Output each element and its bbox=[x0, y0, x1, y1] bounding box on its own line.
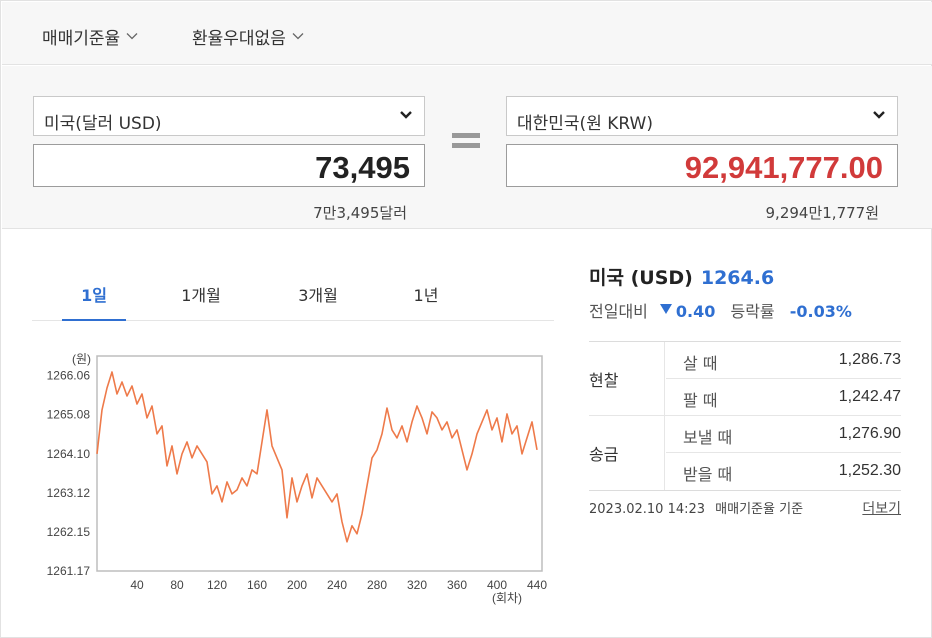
tab-1-year[interactable]: 1년 bbox=[413, 286, 439, 305]
rate-footer: 2023.02.10 14:23 매매기준율 기준 더보기 bbox=[589, 498, 901, 517]
from-amount-input[interactable]: 73,495 bbox=[33, 144, 425, 187]
change-value: 0.40 bbox=[675, 302, 716, 321]
cash-sell-row: 팔 때 1,242.47 bbox=[666, 379, 901, 416]
x-tick-label: 40 bbox=[130, 578, 144, 592]
currency-code: (USD) bbox=[630, 267, 693, 289]
caret-down-icon bbox=[400, 111, 412, 119]
from-amount-korean: 7만3,495달러 bbox=[313, 204, 407, 222]
caret-down-icon bbox=[873, 111, 885, 119]
rates-table: 현찰 살 때 1,286.73 팔 때 1,242.47 송금 보낼 때 1,2… bbox=[589, 341, 901, 491]
timestamp: 2023.02.10 14:23 bbox=[589, 502, 706, 517]
plot-frame bbox=[96, 355, 543, 572]
pct-label: 등락률 bbox=[730, 302, 775, 321]
y-unit-label: (원) bbox=[72, 352, 91, 366]
to-amount-korean: 9,294만1,777원 bbox=[765, 204, 879, 222]
to-currency-label: 대한민국(원 KRW) bbox=[517, 114, 653, 134]
tab-1-day[interactable]: 1일 bbox=[81, 286, 107, 305]
y-tick-label: 1265.08 bbox=[47, 408, 91, 422]
wire-send-label: 보낼 때 bbox=[683, 428, 733, 447]
cash-sell-label: 팔 때 bbox=[683, 391, 718, 410]
basis-note: 매매기준율 기준 bbox=[715, 502, 804, 517]
converter-panel: 미국(달러 USD) 73,495 7만3,495달러 대한민국(원 KRW) … bbox=[2, 66, 932, 229]
cash-label: 현찰 bbox=[589, 342, 665, 416]
rate-chart-svg: (원) 1266.06 1265.08 1264.10 1263.12 1262.15 12… bbox=[47, 352, 548, 605]
x-unit-label: (회차) bbox=[492, 591, 522, 605]
to-amount-output[interactable]: 92,941,777.00 bbox=[506, 144, 898, 187]
more-link[interactable]: 더보기 bbox=[862, 501, 901, 517]
chevron-down-icon bbox=[126, 33, 138, 40]
from-currency-label: 미국(달러 USD) bbox=[44, 114, 162, 134]
preferential-rate-label: 환율우대없음 bbox=[192, 29, 286, 49]
current-rate: 1264.6 bbox=[700, 267, 775, 289]
wire-send-row: 보낼 때 1,276.90 bbox=[666, 416, 901, 453]
rate-title: 미국 (USD) 1264.6 bbox=[589, 263, 901, 290]
pct-value: -0.03% bbox=[789, 302, 852, 321]
rate-basis-dropdown[interactable]: 매매기준율 bbox=[42, 24, 138, 49]
x-tick-label: 120 bbox=[207, 578, 227, 592]
x-tick-label: 360 bbox=[447, 578, 467, 592]
cash-buy-value: 1,286.73 bbox=[838, 351, 901, 368]
cash-sell-value: 1,242.47 bbox=[838, 388, 901, 405]
x-tick-label: 240 bbox=[327, 578, 347, 592]
to-currency-select[interactable]: 대한민국(원 KRW) bbox=[506, 96, 898, 136]
y-tick-label: 1264.10 bbox=[47, 447, 91, 461]
down-arrow-icon bbox=[659, 304, 672, 314]
x-tick-label: 440 bbox=[527, 578, 547, 592]
cash-buy-row: 살 때 1,286.73 bbox=[666, 342, 901, 379]
series-line bbox=[96, 371, 538, 543]
x-tick-label: 80 bbox=[170, 578, 184, 592]
rate-summary: 미국 (USD) 1264.6 전일대비 0.40 등락률 -0.03% bbox=[589, 263, 901, 322]
x-tick-label: 160 bbox=[247, 578, 267, 592]
equals-icon bbox=[452, 133, 480, 153]
y-tick-label: 1266.06 bbox=[47, 369, 91, 383]
period-tabs: 1일 1개월 3개월 1년 bbox=[32, 269, 554, 321]
cash-buy-label: 살 때 bbox=[683, 354, 718, 373]
y-tick-label: 1263.12 bbox=[47, 486, 91, 500]
cash-group: 현찰 살 때 1,286.73 팔 때 1,242.47 bbox=[589, 342, 901, 416]
x-tick-label: 200 bbox=[287, 578, 307, 592]
tab-3-months[interactable]: 3개월 bbox=[298, 286, 338, 305]
y-tick-label: 1261.17 bbox=[47, 564, 91, 578]
wire-receive-value: 1,252.30 bbox=[838, 462, 901, 479]
active-tab-indicator bbox=[62, 319, 126, 321]
x-tick-label: 400 bbox=[487, 578, 507, 592]
wire-receive-label: 받을 때 bbox=[683, 465, 733, 484]
change-label: 전일대비 bbox=[589, 302, 648, 321]
country-name: 미국 bbox=[589, 267, 624, 289]
from-currency-select[interactable]: 미국(달러 USD) bbox=[33, 96, 425, 136]
tab-1-month[interactable]: 1개월 bbox=[181, 286, 221, 305]
x-tick-label: 320 bbox=[407, 578, 427, 592]
rate-basis-label: 매매기준율 bbox=[42, 29, 121, 49]
rate-chart: (원) 1266.06 1265.08 1264.10 1263.12 1262.15 12… bbox=[32, 346, 557, 611]
x-tick-label: 280 bbox=[367, 578, 387, 592]
preferential-rate-dropdown[interactable]: 환율우대없음 bbox=[192, 24, 304, 49]
option-bar: 매매기준율 환율우대없음 bbox=[2, 2, 932, 65]
wire-label: 송금 bbox=[589, 416, 665, 490]
y-tick-label: 1262.15 bbox=[47, 525, 91, 539]
rate-change: 전일대비 0.40 등락률 -0.03% bbox=[589, 298, 901, 322]
wire-receive-row: 받을 때 1,252.30 bbox=[666, 453, 901, 490]
chevron-down-icon bbox=[292, 33, 304, 40]
wire-group: 송금 보낼 때 1,276.90 받을 때 1,252.30 bbox=[589, 416, 901, 490]
wire-send-value: 1,276.90 bbox=[838, 425, 901, 442]
